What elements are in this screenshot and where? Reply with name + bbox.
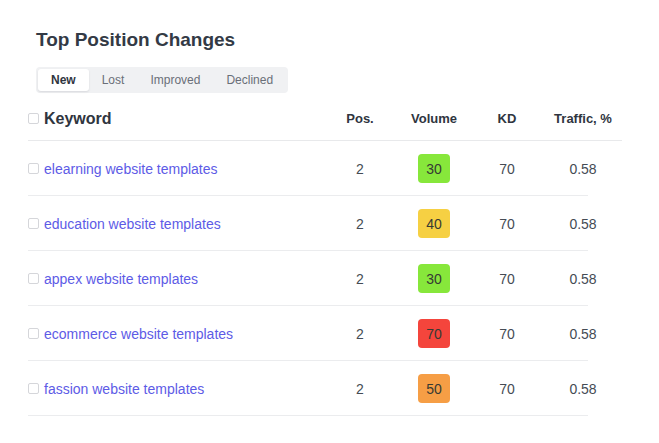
keyword-link[interactable]: appex website templates	[44, 271, 322, 287]
keyword-link[interactable]: ecommerce website templates	[44, 326, 322, 342]
table-row: ecommerce website templates 2 70 70 0.58	[28, 306, 622, 361]
traffic-value: 0.58	[544, 381, 622, 397]
tab-improved[interactable]: Improved	[137, 69, 213, 91]
table-row: elearning website templates 2 30 70 0.58	[28, 141, 622, 196]
volume-badge: 40	[418, 209, 450, 238]
pos-value: 2	[322, 161, 398, 177]
pos-value: 2	[322, 271, 398, 287]
tab-lost[interactable]: Lost	[89, 69, 138, 91]
pos-value: 2	[322, 326, 398, 342]
page-title: Top Position Changes	[36, 28, 659, 51]
volume-badge: 30	[418, 154, 450, 183]
column-header-volume: Volume	[398, 111, 470, 126]
keyword-link[interactable]: elearning website templates	[44, 161, 322, 177]
keyword-link[interactable]: education website templates	[44, 216, 322, 232]
pos-value: 2	[322, 216, 398, 232]
row-checkbox[interactable]	[28, 328, 39, 339]
row-checkbox[interactable]	[28, 273, 39, 284]
pos-value: 2	[322, 381, 398, 397]
traffic-value: 0.58	[544, 216, 622, 232]
kd-value: 70	[470, 271, 544, 287]
volume-badge: 70	[418, 319, 450, 348]
keywords-table: Keyword Pos. Volume KD Traffic, % elearn…	[28, 97, 622, 416]
kd-value: 70	[470, 161, 544, 177]
select-all-checkbox[interactable]	[28, 113, 39, 124]
kd-value: 70	[470, 216, 544, 232]
table-row: fassion website templates 2 50 70 0.58	[28, 361, 622, 416]
column-header-kd: KD	[470, 111, 544, 126]
table-row: appex website templates 2 30 70 0.58	[28, 251, 622, 306]
column-header-keyword: Keyword	[44, 110, 322, 128]
volume-badge: 30	[418, 264, 450, 293]
row-checkbox[interactable]	[28, 383, 39, 394]
position-changes-tab-bar: New Lost Improved Declined	[36, 67, 288, 93]
column-header-pos: Pos.	[322, 111, 398, 126]
volume-badge: 50	[418, 374, 450, 403]
traffic-value: 0.58	[544, 326, 622, 342]
tab-new[interactable]: New	[38, 69, 89, 91]
table-header-row: Keyword Pos. Volume KD Traffic, %	[28, 97, 622, 141]
column-header-traffic: Traffic, %	[544, 111, 622, 126]
row-checkbox[interactable]	[28, 218, 39, 229]
row-checkbox[interactable]	[28, 163, 39, 174]
traffic-value: 0.58	[544, 271, 622, 287]
traffic-value: 0.58	[544, 161, 622, 177]
kd-value: 70	[470, 326, 544, 342]
keyword-link[interactable]: fassion website templates	[44, 381, 322, 397]
kd-value: 70	[470, 381, 544, 397]
tab-declined[interactable]: Declined	[213, 69, 286, 91]
table-row: education website templates 2 40 70 0.58	[28, 196, 622, 251]
